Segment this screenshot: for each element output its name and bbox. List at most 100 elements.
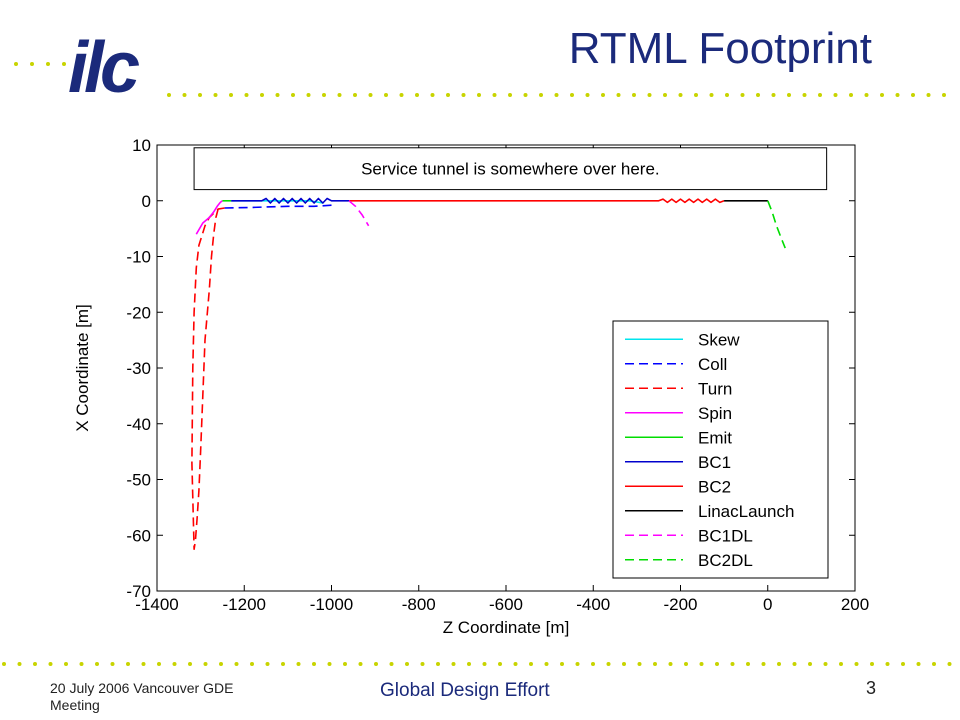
divider-dot: [482, 662, 487, 666]
divider-dot: [64, 662, 68, 666]
x-tick-label: -1400: [135, 595, 178, 614]
divider-dot: [312, 662, 316, 666]
divider-dot: [942, 93, 946, 97]
divider-dot: [570, 93, 574, 97]
y-tick-label: -30: [126, 359, 151, 378]
divider-dot: [823, 662, 828, 666]
divider-dot: [591, 662, 595, 666]
divider-dot: [694, 93, 698, 97]
divider-dot: [405, 662, 409, 666]
divider-dot: [213, 93, 218, 97]
x-tick-label: 200: [841, 595, 869, 614]
divider-dot: [668, 662, 673, 666]
bottom-dot-divider: [2, 662, 952, 666]
y-tick-label: 10: [132, 136, 151, 155]
divider-dot: [327, 662, 332, 666]
divider-dot: [492, 93, 497, 97]
divider-dot: [932, 662, 936, 666]
divider-dot: [2, 662, 6, 666]
legend-label: BC2: [698, 477, 731, 496]
divider-dot: [33, 662, 37, 666]
divider-dot: [275, 93, 280, 97]
divider-dot: [849, 93, 853, 97]
divider-dot: [219, 662, 223, 666]
divider-dot: [157, 662, 161, 666]
divider-dot: [250, 662, 254, 666]
divider-dot: [699, 662, 704, 666]
divider-dot: [885, 662, 890, 666]
logo-dots: [14, 62, 82, 66]
divider-dot: [808, 662, 812, 666]
footer-organization: Global Design Effort: [380, 680, 550, 701]
divider-dot: [539, 93, 543, 97]
divider-dot: [446, 93, 450, 97]
divider-dot: [436, 662, 440, 666]
divider-dot: [368, 93, 373, 97]
divider-dot: [926, 93, 931, 97]
page-number: 3: [865, 678, 876, 698]
divider-dot: [430, 93, 435, 97]
x-tick-label: -1000: [310, 595, 353, 614]
divider-dot: [761, 662, 766, 666]
divider-dot: [895, 93, 900, 97]
divider-dot: [79, 662, 84, 666]
divider-dot: [306, 93, 311, 97]
series-line-bc1dl: [348, 200, 370, 227]
divider-dot: [188, 662, 192, 666]
divider-dot: [740, 93, 745, 97]
divider-dot: [508, 93, 512, 97]
divider-dot: [601, 93, 605, 97]
divider-dot: [833, 93, 838, 97]
divider-dot: [467, 662, 471, 666]
y-tick-label: -20: [126, 303, 151, 322]
legend-label: BC1DL: [698, 526, 753, 545]
y-tick-label: -60: [126, 526, 151, 545]
legend-label: Coll: [698, 355, 727, 374]
divider-dot: [818, 93, 822, 97]
series-line-turn: [191, 207, 225, 551]
divider-dot: [880, 93, 884, 97]
annotation-text: Service tunnel is somewhere over here.: [361, 160, 660, 179]
rtml-footprint-chart: -1400 -1200 -1000 -800 -600 -400 -200 0 200 10 0 -1…: [73, 136, 869, 637]
divider-dot: [622, 662, 626, 666]
divider-dot: [616, 93, 621, 97]
divider-dot: [864, 93, 869, 97]
divider-dot: [244, 93, 249, 97]
top-dot-divider: [167, 93, 946, 97]
divider-dot: [265, 662, 270, 666]
divider-dot: [415, 93, 419, 97]
divider-dot: [95, 662, 99, 666]
y-tick-label: -40: [126, 415, 151, 434]
divider-dot: [870, 662, 874, 666]
divider-dot: [198, 93, 202, 97]
divider-dot: [234, 662, 239, 666]
slide-title: RTML Footprint: [568, 24, 872, 73]
divider-dot: [839, 662, 843, 666]
divider-dot: [420, 662, 425, 666]
y-tick-label: -50: [126, 471, 151, 490]
x-tick-label: -1200: [223, 595, 266, 614]
y-axis-label: X Coordinate [m]: [73, 304, 92, 432]
divider-dot: [575, 662, 580, 666]
divider-dot: [229, 93, 233, 97]
divider-dot: [802, 93, 807, 97]
divider-dot: [358, 662, 363, 666]
divider-dot: [322, 93, 326, 97]
series-line-bc1: [231, 197, 349, 204]
divider-dot: [353, 93, 357, 97]
legend-box: [612, 320, 829, 579]
logo-wordmark: ilc: [68, 28, 139, 104]
divider-dot: [647, 93, 652, 97]
divider-dot: [911, 93, 915, 97]
divider-dot: [787, 93, 791, 97]
divider-dot: [560, 662, 564, 666]
divider-dot: [678, 93, 683, 97]
divider-dot: [296, 662, 301, 666]
divider-dot: [260, 93, 264, 97]
divider-dot: [663, 93, 667, 97]
x-tick-label: -600: [489, 595, 523, 614]
legend-label: Spin: [698, 404, 732, 423]
divider-dot: [17, 662, 22, 666]
divider-dot: [854, 662, 859, 666]
divider-dot: [916, 662, 921, 666]
